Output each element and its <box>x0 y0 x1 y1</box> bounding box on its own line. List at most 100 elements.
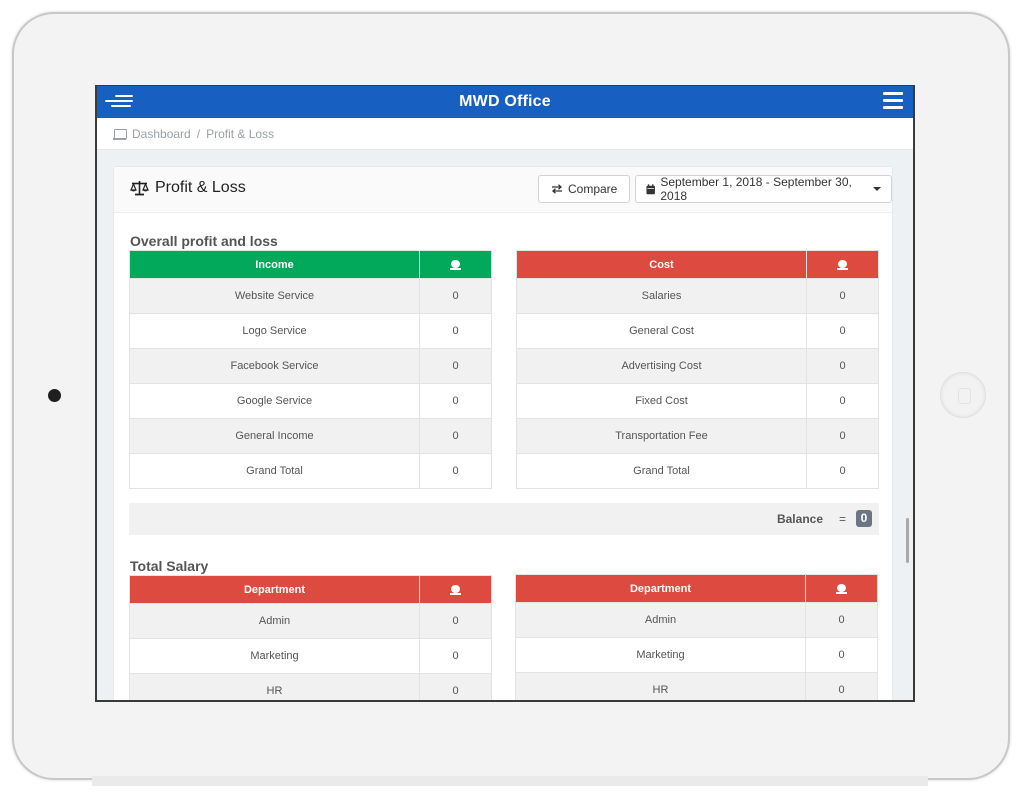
table-row: Website Service 0 <box>129 278 492 314</box>
table-row: Salaries 0 <box>516 278 879 314</box>
cost-header: Cost <box>516 250 807 279</box>
row-label: Facebook Service <box>129 348 420 384</box>
row-value: 0 <box>419 418 492 454</box>
department-header: Department <box>129 575 420 604</box>
row-label: Grand Total <box>129 453 420 489</box>
date-range-label: September 1, 2018 - September 30, 2018 <box>660 175 852 203</box>
money-icon <box>450 259 461 270</box>
card-header: Profit & Loss Compare September 1, 2018 … <box>114 167 892 213</box>
row-label: Website Service <box>129 278 420 314</box>
calendar-icon <box>646 183 655 194</box>
table-row: Logo Service 0 <box>129 313 492 349</box>
row-label: Marketing <box>129 638 420 674</box>
camera-icon <box>48 389 61 402</box>
row-value: 0 <box>419 383 492 419</box>
table-row: HR 0 <box>129 673 492 700</box>
grand-total-row: Grand Total 0 <box>129 453 492 489</box>
salary-amount-header <box>419 575 492 604</box>
income-table: Income Website Service 0 Logo Service 0 Fa… <box>129 250 492 489</box>
profit-loss-card: Profit & Loss Compare September 1, 2018 … <box>113 166 893 700</box>
compare-label: Compare <box>568 182 618 196</box>
tablet-shadow <box>92 776 928 786</box>
cost-table: Cost Salaries 0 General Cost 0 Advertising… <box>516 250 879 489</box>
row-value: 0 <box>806 383 879 419</box>
table-row: Marketing 0 <box>515 637 878 673</box>
row-label: Admin <box>129 603 420 639</box>
row-value: 0 <box>419 453 492 489</box>
app-title: MWD Office <box>459 93 551 110</box>
exchange-arrows-icon <box>552 184 562 194</box>
money-icon <box>450 584 461 595</box>
row-value: 0 <box>806 313 879 349</box>
row-value: 0 <box>805 602 878 638</box>
row-value: 0 <box>805 672 878 700</box>
balance-equals: = <box>838 512 846 526</box>
balance-bar: Balance = 0 <box>129 503 879 535</box>
row-value: 0 <box>419 638 492 674</box>
chevron-down-icon <box>873 187 881 191</box>
home-button[interactable] <box>940 372 986 418</box>
row-value: 0 <box>419 278 492 314</box>
salary-table-right: Department Admin 0 Marketing 0 HR 0 <box>515 574 878 700</box>
grand-total-row: Grand Total 0 <box>516 453 879 489</box>
overall-section-title: Overall profit and loss <box>130 233 278 249</box>
row-value: 0 <box>806 453 879 489</box>
row-value: 0 <box>419 603 492 639</box>
row-value: 0 <box>806 418 879 454</box>
breadcrumb-separator: / <box>196 127 201 141</box>
page-scrollbar[interactable] <box>906 518 909 563</box>
breadcrumb: Dashboard / Profit & Loss <box>97 118 913 150</box>
row-value: 0 <box>805 637 878 673</box>
row-value: 0 <box>806 278 879 314</box>
cost-amount-header <box>806 250 879 279</box>
salary-amount-header <box>805 574 878 603</box>
row-label: Admin <box>515 602 806 638</box>
row-label: Salaries <box>516 278 807 314</box>
row-label: Grand Total <box>516 453 807 489</box>
page-title: Profit & Loss <box>130 179 246 197</box>
row-label: General Income <box>129 418 420 454</box>
balance-badge: 0 <box>856 510 872 527</box>
balance-scale-icon <box>130 181 149 196</box>
row-label: Fixed Cost <box>516 383 807 419</box>
row-label: Logo Service <box>129 313 420 349</box>
sidebar-toggle-icon[interactable] <box>105 95 133 109</box>
salary-section-title: Total Salary <box>130 558 209 574</box>
laptop-icon <box>113 129 127 140</box>
table-row: Facebook Service 0 <box>129 348 492 384</box>
row-label: General Cost <box>516 313 807 349</box>
row-value: 0 <box>419 348 492 384</box>
table-row: Marketing 0 <box>129 638 492 674</box>
table-row: Fixed Cost 0 <box>516 383 879 419</box>
compare-button[interactable]: Compare <box>538 175 631 203</box>
income-header: Income <box>129 250 420 279</box>
row-label: Advertising Cost <box>516 348 807 384</box>
table-row: Advertising Cost 0 <box>516 348 879 384</box>
table-row: Transportation Fee 0 <box>516 418 879 454</box>
row-label: HR <box>515 672 806 700</box>
hamburger-menu-icon[interactable] <box>883 92 903 110</box>
money-icon <box>837 259 848 270</box>
row-value: 0 <box>419 673 492 700</box>
table-row: HR 0 <box>515 672 878 700</box>
table-row: Admin 0 <box>515 602 878 638</box>
table-row: Admin 0 <box>129 603 492 639</box>
row-value: 0 <box>806 348 879 384</box>
row-label: Transportation Fee <box>516 418 807 454</box>
table-row: General Cost 0 <box>516 313 879 349</box>
breadcrumb-dashboard-link[interactable]: Dashboard <box>132 127 191 141</box>
table-row: General Income 0 <box>129 418 492 454</box>
breadcrumb-current: Profit & Loss <box>206 127 275 141</box>
table-row: Google Service 0 <box>129 383 492 419</box>
department-header: Department <box>515 574 806 603</box>
row-label: Google Service <box>129 383 420 419</box>
page-title-text: Profit & Loss <box>155 179 246 196</box>
app-screen: MWD Office Dashboard / Profit & Loss <box>95 85 915 702</box>
date-range-picker[interactable]: September 1, 2018 - September 30, 2018 <box>635 175 892 203</box>
money-icon <box>836 583 847 594</box>
row-value: 0 <box>419 313 492 349</box>
balance-label: Balance <box>776 512 823 526</box>
row-label: Marketing <box>515 637 806 673</box>
income-amount-header <box>419 250 492 279</box>
salary-table-left: Department Admin 0 Marketing 0 HR 0 <box>129 575 492 700</box>
